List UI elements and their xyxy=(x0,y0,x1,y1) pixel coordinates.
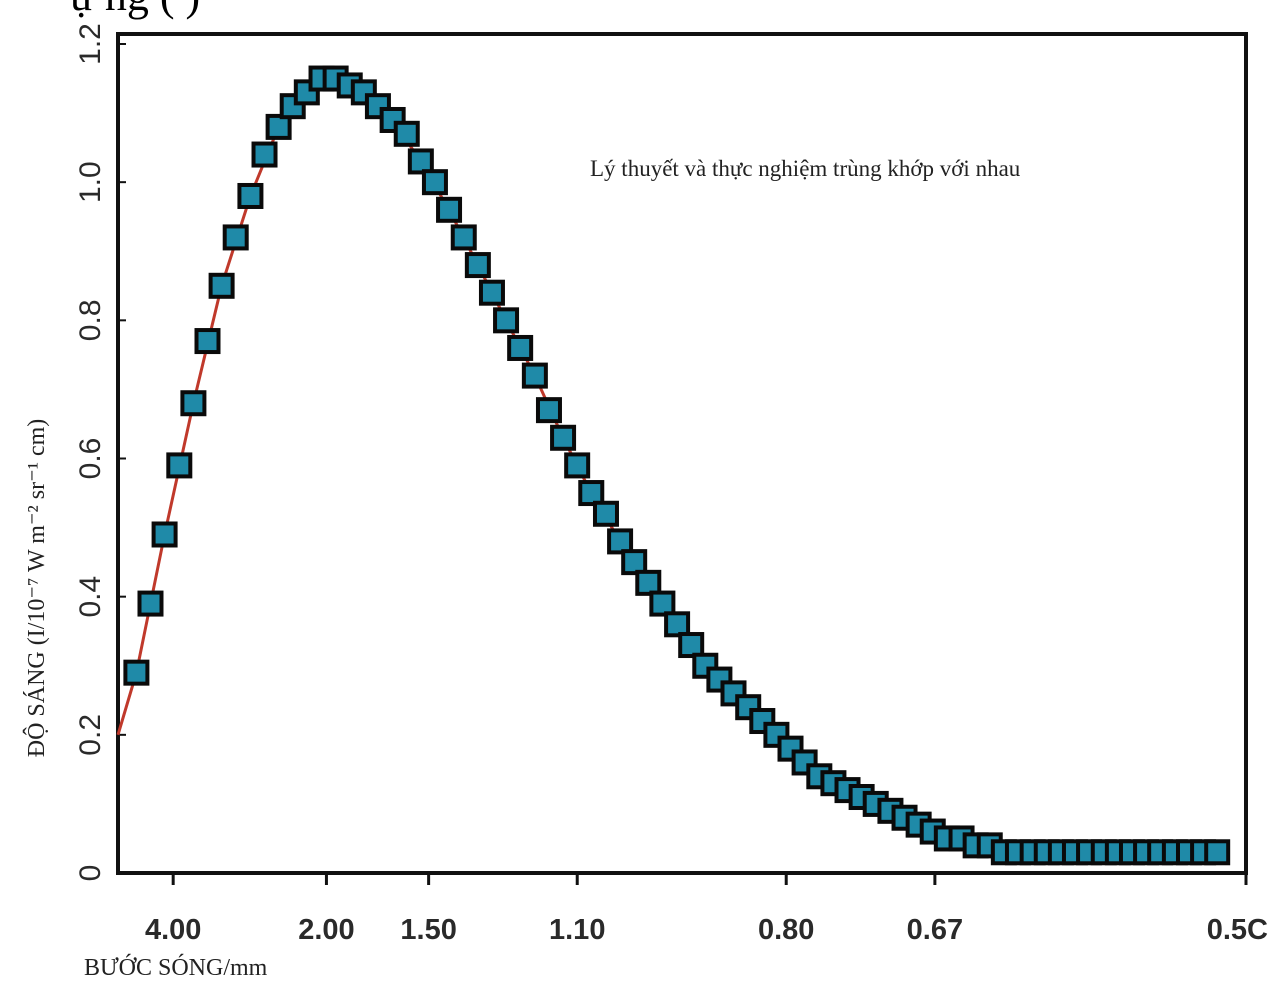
x-tick-label: 1.50 xyxy=(400,914,456,946)
data-point xyxy=(194,328,221,355)
x-tick-label: 2.00 xyxy=(298,914,354,946)
y-tick-label: 0.2 xyxy=(74,714,107,756)
data-point xyxy=(550,424,577,451)
data-point xyxy=(493,307,520,334)
data-point xyxy=(393,120,420,147)
y-tick-label: 1.0 xyxy=(74,161,107,203)
data-point xyxy=(151,521,178,548)
y-tick-label: 0 xyxy=(74,865,107,882)
data-point xyxy=(507,334,534,361)
data-point xyxy=(166,452,193,479)
data-point xyxy=(450,224,477,251)
x-tick-label: 0.67 xyxy=(907,914,963,946)
x-tick-label: 4.00 xyxy=(145,914,201,946)
data-point xyxy=(265,113,292,140)
data-point xyxy=(421,169,448,196)
data-point xyxy=(664,611,691,638)
data-point xyxy=(407,148,434,175)
theory-curve xyxy=(116,76,1218,854)
data-point xyxy=(521,362,548,389)
chart-annotation: Lý thuyết và thực nghiệm trùng khớp với … xyxy=(590,156,1021,181)
data-point xyxy=(251,141,278,168)
x-tick-label: 1.10 xyxy=(549,914,605,946)
data-point xyxy=(535,397,562,424)
data-point xyxy=(649,590,676,617)
data-point xyxy=(180,390,207,417)
plot-area: 0 0.2 0.4 0.6 0.8 1.0 1.2 4.00 2.00 1.50 1.10 0.80 0… xyxy=(74,23,1268,946)
plot-frame xyxy=(116,32,1248,875)
data-point xyxy=(464,252,491,279)
data-point xyxy=(621,549,648,576)
y-tick-label: 0.8 xyxy=(74,299,107,341)
data-point xyxy=(222,224,249,251)
y-tick-label: 0.6 xyxy=(74,438,107,480)
data-point xyxy=(635,569,662,596)
data-point xyxy=(678,632,705,659)
x-axis-title: BƯỚC SÓNG/mm xyxy=(84,954,268,981)
y-tick-label: 0.4 xyxy=(74,576,107,618)
data-point xyxy=(578,480,605,507)
y-axis-title: ĐỘ SÁNG (I/10⁻⁷ W m⁻² sr⁻¹ cm) xyxy=(23,419,50,758)
data-point xyxy=(436,196,463,223)
data-point xyxy=(123,659,150,686)
x-tick-label: 0.5C xyxy=(1207,914,1268,946)
data-point xyxy=(237,182,264,209)
data-point xyxy=(592,500,619,527)
data-point xyxy=(607,528,634,555)
data-point xyxy=(1204,839,1231,866)
data-point xyxy=(137,590,164,617)
y-tick-label: 1.2 xyxy=(74,23,107,65)
data-point xyxy=(208,272,235,299)
x-tick-label: 0.80 xyxy=(758,914,814,946)
data-point xyxy=(564,452,591,479)
data-point xyxy=(478,279,505,306)
top-cut-text: ự ng ( ) xyxy=(70,0,200,20)
